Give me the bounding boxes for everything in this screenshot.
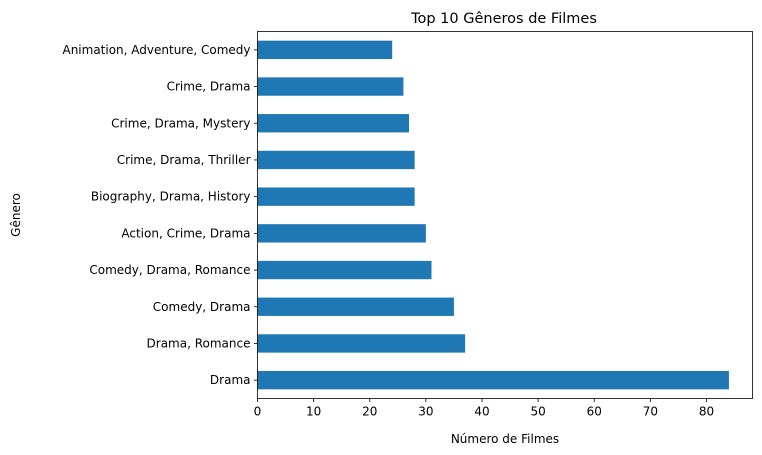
bar (257, 187, 415, 206)
x-tick-label: 70 (643, 405, 658, 419)
bar (257, 297, 454, 316)
bar (257, 77, 404, 96)
bar (257, 224, 426, 243)
y-tick-label: Crime, Drama, Thriller (117, 153, 251, 167)
y-axis-label: Gênero (9, 193, 23, 237)
x-tick-label: 20 (362, 405, 377, 419)
y-tick-label: Biography, Drama, History (91, 190, 251, 204)
x-axis-label: Número de Filmes (451, 432, 559, 446)
x-tick-label: 0 (254, 405, 262, 419)
y-tick-label: Action, Crime, Drama (121, 226, 250, 240)
bar (257, 40, 393, 60)
y-tick-label: Comedy, Drama, Romance (89, 263, 250, 277)
x-tick-label: 30 (418, 405, 433, 419)
bar (257, 334, 466, 353)
x-tick-label: 60 (587, 405, 602, 419)
y-tick-label: Animation, Adventure, Comedy (62, 43, 250, 57)
bar (257, 370, 729, 390)
y-tick-label: Drama (210, 373, 251, 387)
bar (257, 114, 410, 133)
y-tick-label: Crime, Drama (167, 80, 251, 94)
plot-frame (257, 31, 753, 399)
y-tick-label: Crime, Drama, Mystery (111, 116, 250, 130)
x-tick-label: 80 (699, 405, 714, 419)
bar (257, 150, 415, 170)
x-axis-ticks: 0 10 20 30 40 50 60 70 80 (254, 398, 714, 419)
x-tick-label: 40 (474, 405, 489, 419)
y-tick-label: Comedy, Drama (153, 300, 251, 314)
chart-title: Top 10 Gêneros de Filmes (410, 11, 597, 27)
y-axis-ticks: Drama Drama, Romance Comedy, Drama Comedy, … (62, 43, 258, 387)
bar (257, 260, 432, 280)
x-tick-label: 10 (306, 405, 321, 419)
bars-group (257, 40, 729, 390)
y-tick-label: Drama, Romance (147, 336, 251, 350)
x-tick-label: 50 (530, 405, 545, 419)
